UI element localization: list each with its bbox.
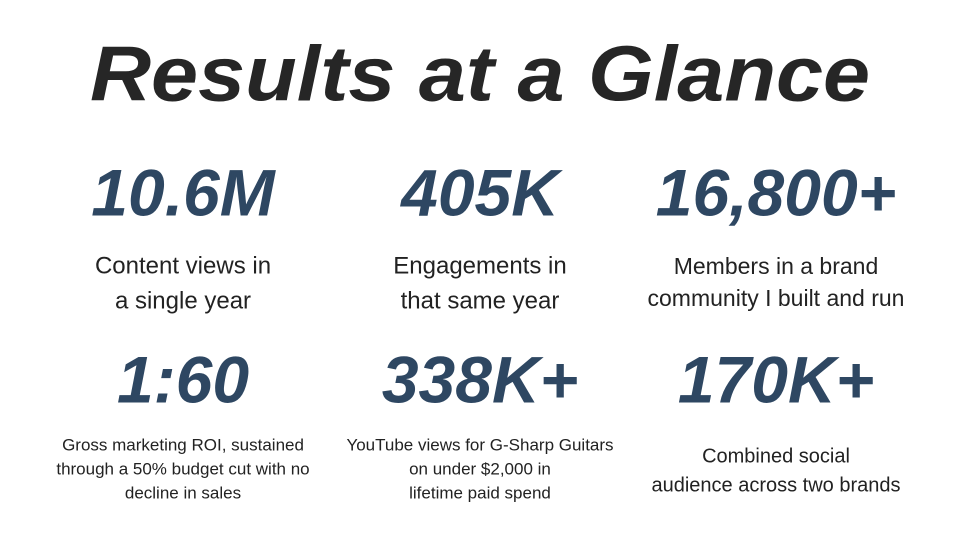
stat-value: 338K+ bbox=[382, 342, 578, 416]
stat-description: Members in a brand bbox=[674, 253, 879, 279]
stat-description: lifetime paid spend bbox=[409, 483, 551, 502]
stat-description: community I built and run bbox=[648, 285, 905, 311]
stat-description: Content views in bbox=[95, 252, 271, 279]
stat-description: audience across two brands bbox=[651, 474, 900, 496]
stat-description: that same year bbox=[401, 287, 560, 314]
stat-description: Engagements in bbox=[393, 252, 566, 279]
stat-value: 405K bbox=[399, 155, 563, 229]
stat-value: 1:60 bbox=[117, 342, 249, 416]
stat-description: a single year bbox=[115, 287, 251, 314]
stat-description: through a 50% budget cut with no bbox=[56, 459, 309, 478]
stat-value: 16,800+ bbox=[656, 155, 896, 229]
stat-value: 10.6M bbox=[91, 155, 276, 229]
stat-description: on under $2,000 in bbox=[409, 459, 551, 478]
stat-description: YouTube views for G-Sharp Guitars bbox=[346, 435, 613, 454]
stat-value: 170K+ bbox=[678, 342, 874, 416]
stat-description: Gross marketing ROI, sustained bbox=[62, 435, 304, 454]
title: Results at a Glance bbox=[90, 30, 870, 118]
stat-description: decline in sales bbox=[125, 483, 241, 502]
stat-description: Combined social bbox=[702, 445, 850, 467]
